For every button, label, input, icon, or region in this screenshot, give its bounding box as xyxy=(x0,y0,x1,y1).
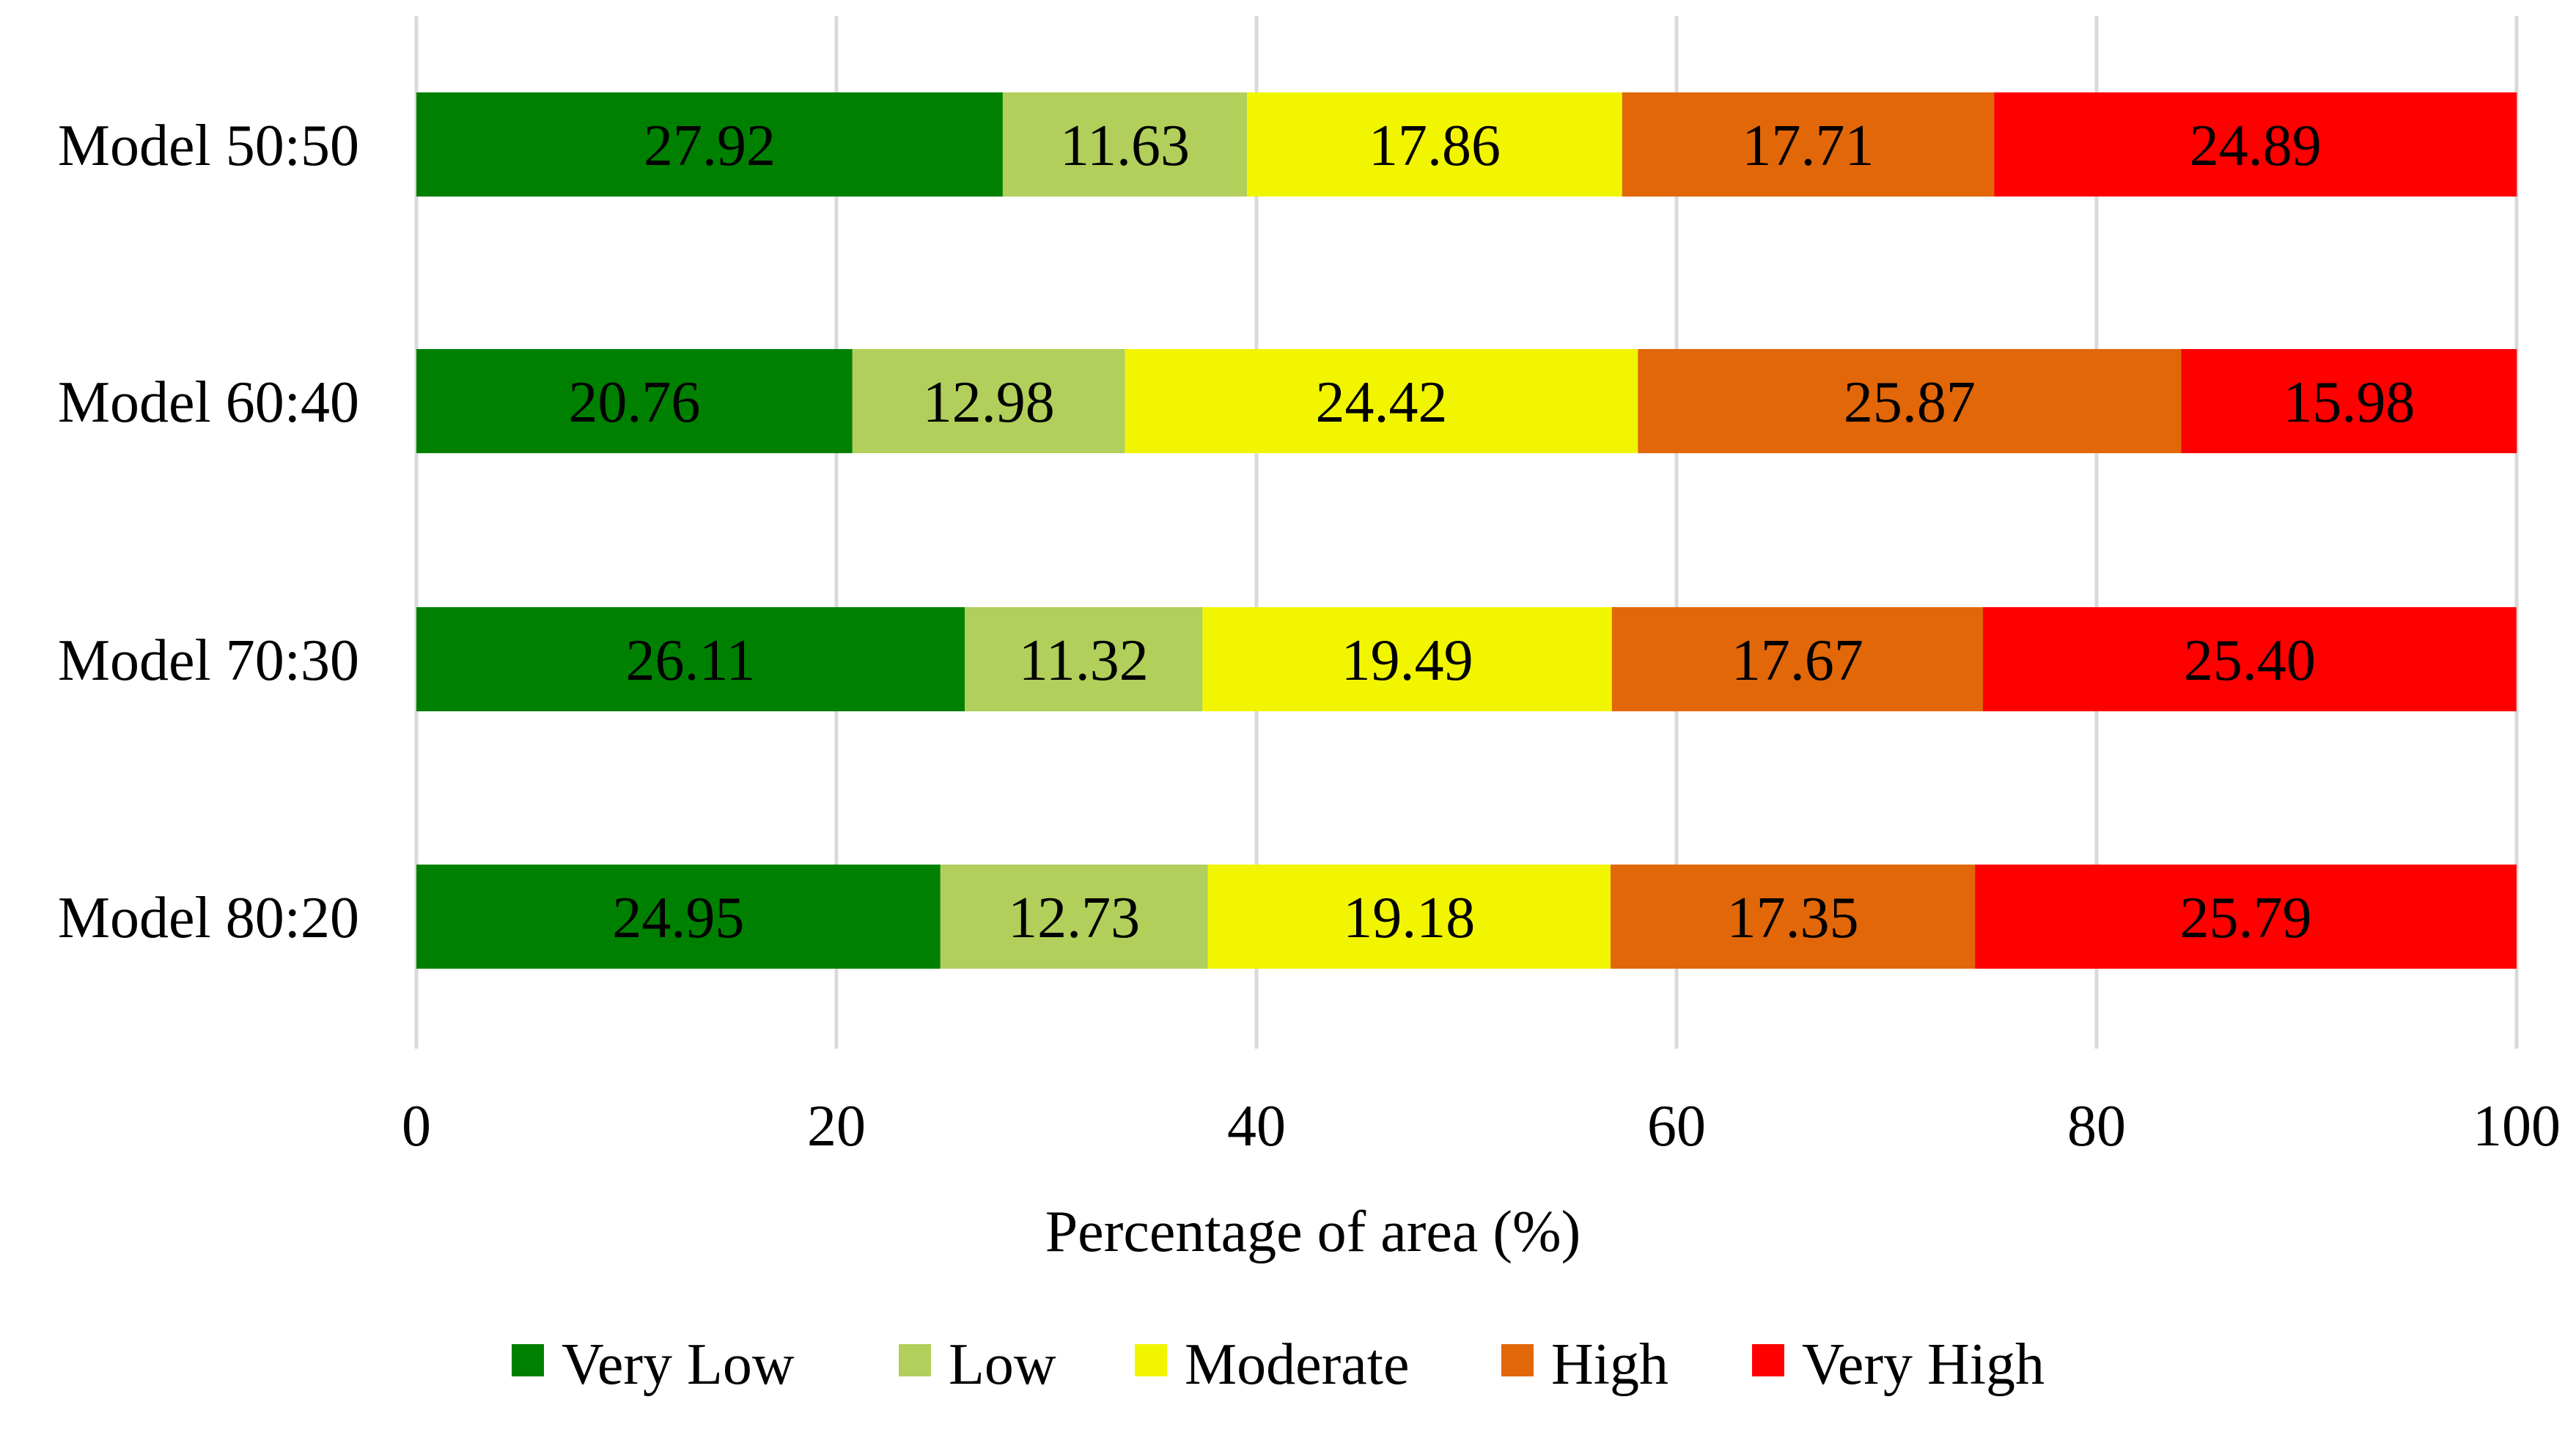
bar-very-high-4 xyxy=(1975,865,2517,969)
legend-label: High xyxy=(1551,1332,1668,1397)
category-label: Model 50:50 xyxy=(58,114,359,178)
legend-label: Very High xyxy=(1802,1332,2045,1397)
data-label: 11.32 xyxy=(1019,628,1149,693)
x-tick-label: 20 xyxy=(807,1094,866,1159)
data-labels: 27.92 11.63 17.86 17.71 24.89 20.76 12.98 24.42… xyxy=(568,114,2415,950)
bar-low-2 xyxy=(852,349,1125,453)
data-label: 25.79 xyxy=(2180,886,2312,950)
category-label: Model 70:30 xyxy=(58,628,359,693)
bar-low-1 xyxy=(1002,92,1248,197)
data-label: 24.42 xyxy=(1315,370,1447,435)
data-label: 15.98 xyxy=(2283,370,2415,435)
legend-label: Very Low xyxy=(562,1332,795,1397)
bar-low-3 xyxy=(965,607,1203,711)
bar-low-4 xyxy=(940,865,1208,969)
bar-very-high-2 xyxy=(2181,349,2517,453)
data-label: 24.95 xyxy=(612,886,744,950)
bar-very-low-2 xyxy=(416,349,853,453)
data-label: 12.73 xyxy=(1008,886,1140,950)
data-label: 17.35 xyxy=(1727,886,1859,950)
data-label: 12.98 xyxy=(923,370,1055,435)
bar-moderate-2 xyxy=(1125,349,1638,453)
x-tick-label: 60 xyxy=(1647,1094,1706,1159)
x-axis-title: Percentage of area (%) xyxy=(1045,1200,1581,1264)
category-axis: Model 50:50 Model 60:40 Model 70:30 Model 8… xyxy=(58,114,359,950)
category-label: Model 60:40 xyxy=(58,370,359,435)
data-label: 19.49 xyxy=(1342,628,1473,693)
legend-swatch xyxy=(1752,1344,1784,1376)
data-label: 11.63 xyxy=(1060,114,1190,178)
bars xyxy=(416,92,2517,969)
bar-high-1 xyxy=(1622,92,1995,197)
legend-swatch xyxy=(1135,1344,1167,1376)
bar-very-low-3 xyxy=(416,607,965,711)
bar-moderate-1 xyxy=(1247,92,1622,197)
bar-high-3 xyxy=(1611,607,1984,711)
data-label: 24.89 xyxy=(2190,114,2322,178)
bar-high-2 xyxy=(1638,349,2182,453)
bar-very-high-1 xyxy=(1994,92,2517,197)
bar-very-low-1 xyxy=(416,92,1003,197)
data-label: 25.40 xyxy=(2184,628,2316,693)
bar-high-4 xyxy=(1611,865,1976,969)
legend: Very Low Low Moderate High Very High xyxy=(512,1332,2045,1397)
data-label: 19.18 xyxy=(1343,886,1475,950)
bar-very-low-4 xyxy=(416,865,941,969)
data-label: 26.11 xyxy=(626,628,756,693)
data-label: 17.71 xyxy=(1742,114,1874,178)
data-label: 27.92 xyxy=(644,114,776,178)
x-tick-label: 80 xyxy=(2067,1094,2126,1159)
legend-swatch xyxy=(1501,1344,1534,1376)
data-label: 20.76 xyxy=(568,370,700,435)
category-label: Model 80:20 xyxy=(58,886,359,950)
legend-swatch xyxy=(512,1344,544,1376)
x-tick-label: 0 xyxy=(402,1094,431,1159)
legend-label: Low xyxy=(949,1332,1056,1397)
legend-label: Moderate xyxy=(1185,1332,1410,1397)
bar-very-high-3 xyxy=(1983,607,2517,711)
legend-swatch xyxy=(899,1344,931,1376)
x-tick-label: 40 xyxy=(1227,1094,1286,1159)
data-label: 17.67 xyxy=(1732,628,1863,693)
data-label: 17.86 xyxy=(1369,114,1501,178)
bar-moderate-4 xyxy=(1207,865,1611,969)
data-label: 25.87 xyxy=(1844,370,1976,435)
value-axis: 0 20 40 60 80 100 xyxy=(402,1094,2561,1159)
x-tick-label: 100 xyxy=(2473,1094,2561,1159)
bar-moderate-3 xyxy=(1202,607,1612,711)
